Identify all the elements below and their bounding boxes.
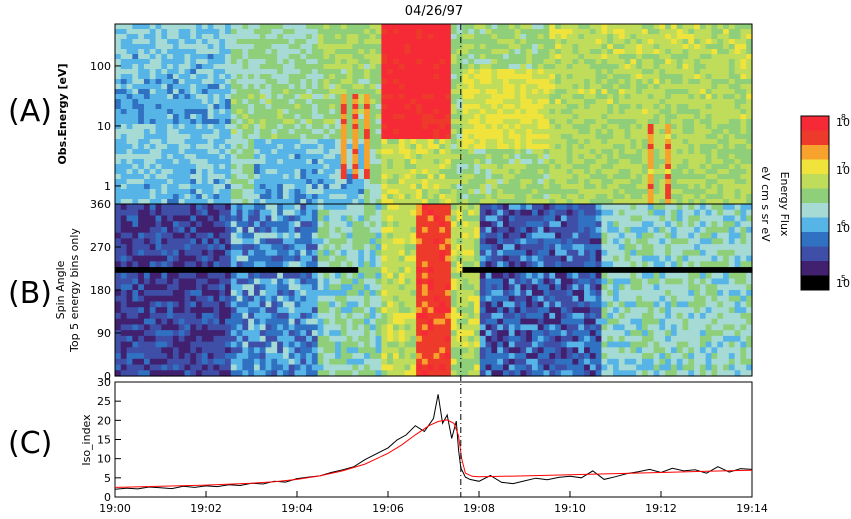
colorbar-tick-exponent: 6 [841,219,846,228]
panel-c-x-tick-label: 19:00 [99,502,131,515]
panel-a-ylabel: Obs.Energy [eV] [56,63,69,164]
date-title: 04/26/97 [405,4,463,19]
colorbar-tick-label: 10 [836,222,850,235]
colorbar-tick-exponent: 7 [841,161,846,170]
panel-c-ticks: 0 5 10 15 20 25 30 19:00 19:02 19:04 19:06 19:08 19:… [97,376,768,515]
panel-c-frame [114,381,753,498]
panel-b-y-tick-label: 180 [90,284,111,297]
colorbar-units: eV cm s sr eV [759,166,772,242]
panel-c-ylabel: Iso_index [80,414,93,466]
panel-b-y-tick-label: 270 [90,241,111,254]
panel-c-plot [114,394,753,490]
panel-b-y-tick-label: 360 [90,198,111,211]
iso-index-series-1 [114,419,753,488]
panel-c-y-tick-label: 0 [104,491,111,504]
panel-c-x-tick-label: 19:14 [736,502,768,515]
panel-c-x-tick-label: 19:08 [463,502,495,515]
panel-b-y-tick-label: 90 [97,327,111,340]
colorbar-tick-label: 10 [836,116,850,129]
panel-c-x-tick-label: 19:06 [372,502,404,515]
panel-c-y-tick-label: 25 [97,395,111,408]
colorbar-tick-label: 10 [836,164,850,177]
panel-b-ylabel2: Top 5 energy bins only [68,228,81,353]
panel-a-y-tick-label: 100 [90,60,111,73]
panel-c-y-tick-label: 20 [97,414,111,427]
colorbar-tick-label: 10 [836,277,850,290]
panel-b-yticks: 0 90 180 270 360 [90,198,121,383]
colorbar-title: Energy Flux [778,172,791,237]
panel-c-y-tick-label: 30 [97,376,111,389]
colorbar-tick-exponent: 8 [841,113,846,122]
panel-c-y-tick-label: 15 [97,434,111,447]
panel-b-ylabel: Spin Angle [54,260,67,319]
panel-c-x-tick-label: 19:12 [645,502,677,515]
panel-c-x-tick-label: 19:04 [281,502,313,515]
colorbar-tick-exponent: 5 [841,274,846,283]
panel-label-c: (C) [8,426,52,461]
panel-c-y-tick-label: 5 [104,472,111,485]
spectrogram-panel-a [115,24,753,205]
colorbar-frame [800,115,830,291]
panel-label-b: (B) [8,276,52,311]
panel-c-x-tick-label: 19:02 [190,502,222,515]
panel-c-x-tick-label: 19:10 [554,502,586,515]
panel-a-y-tick-label: 10 [97,120,111,133]
panel-c-y-tick-label: 10 [97,453,111,466]
colorbar [801,116,829,291]
panel-a-yticks: 1 10 100 [90,60,121,193]
panel-a-y-tick-label: 1 [104,180,111,193]
panel-b-y-tick-label: 0 [104,370,111,383]
iso-index-series-0 [114,394,753,490]
panel-label-a: (A) [8,94,52,129]
spectrogram-panel-b [115,204,753,377]
